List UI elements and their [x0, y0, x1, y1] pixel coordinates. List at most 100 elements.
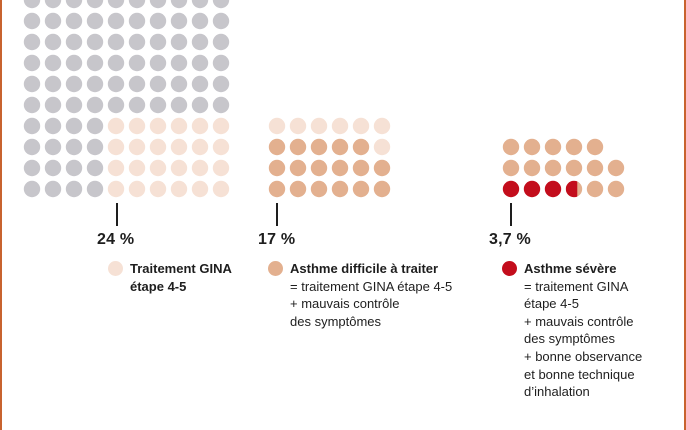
dot-gina45 — [128, 180, 146, 198]
legend-title-difficult: Asthme difficile à traiter — [290, 261, 439, 276]
dot-difficult — [565, 159, 583, 177]
dot-population — [23, 180, 41, 198]
dot-population — [86, 54, 104, 72]
dot-population — [212, 12, 230, 30]
dot-population — [149, 96, 167, 114]
dot-gina45 — [373, 138, 391, 156]
dot-population — [23, 159, 41, 177]
dot-gina45 — [170, 180, 188, 198]
dot-severe — [544, 180, 562, 198]
dot-population — [128, 75, 146, 93]
dot-population — [44, 54, 62, 72]
dot-difficult — [310, 138, 328, 156]
dot-gina45 — [170, 159, 188, 177]
dot-difficult — [352, 138, 370, 156]
dot-difficult — [289, 180, 307, 198]
dot-population — [44, 96, 62, 114]
dot-population — [191, 54, 209, 72]
dot-population — [107, 54, 125, 72]
dot-population — [86, 117, 104, 135]
dot-population — [23, 54, 41, 72]
legend-line: d’inhalation — [524, 384, 590, 400]
dot-gina45 — [128, 159, 146, 177]
legend-line: étape 4-5 — [524, 296, 579, 312]
dot-population — [86, 96, 104, 114]
dot-population — [86, 0, 104, 9]
dot-difficult — [268, 138, 286, 156]
dot-gina45 — [268, 117, 286, 135]
dot-population — [107, 75, 125, 93]
dot-population — [86, 159, 104, 177]
dot-difficult — [502, 159, 520, 177]
dot-population — [86, 33, 104, 51]
legend-title-severe: Asthme sévère — [524, 261, 617, 276]
dot-difficult — [331, 180, 349, 198]
dot-difficult — [289, 138, 307, 156]
dot-population — [170, 96, 188, 114]
dot-severe-partial — [565, 180, 578, 198]
dot-gina45 — [149, 138, 167, 156]
legend-key-gina45 — [108, 261, 123, 276]
dot-population — [212, 33, 230, 51]
dot-gina45 — [212, 138, 230, 156]
percent-label-gina45: 24 % — [97, 231, 135, 248]
dot-gina45 — [191, 159, 209, 177]
dot-gina45 — [191, 117, 209, 135]
dot-difficult — [607, 180, 625, 198]
dot-population — [44, 180, 62, 198]
dot-difficult — [352, 159, 370, 177]
dot-population — [128, 0, 146, 9]
dot-difficult — [544, 159, 562, 177]
percent-label-difficult: 17 % — [258, 231, 296, 248]
dot-severe — [502, 180, 520, 198]
dot-population — [23, 33, 41, 51]
dot-population — [191, 33, 209, 51]
dot-population — [170, 33, 188, 51]
dot-difficult — [331, 138, 349, 156]
dot-population — [128, 33, 146, 51]
legend-line: = traitement GINA — [524, 278, 629, 294]
dot-population — [44, 138, 62, 156]
dot-gina45 — [170, 138, 188, 156]
dot-gina45 — [212, 180, 230, 198]
frame-right-border — [684, 0, 686, 430]
dot-population — [65, 159, 83, 177]
legend-gina45: Traitement GINA étape 4-5 — [108, 260, 258, 295]
dot-population — [170, 54, 188, 72]
legend-line: + bonne observance — [524, 348, 643, 364]
dot-population — [44, 117, 62, 135]
dot-population — [191, 12, 209, 30]
dot-difficult — [268, 180, 286, 198]
legend-title-gina45: Traitement GINA étape 4-5 — [130, 261, 232, 294]
dot-population — [23, 12, 41, 30]
dot-gina45 — [107, 138, 125, 156]
dot-difficult — [310, 180, 328, 198]
dot-population — [149, 33, 167, 51]
dot-population — [23, 75, 41, 93]
dot-population — [65, 180, 83, 198]
dot-population — [212, 96, 230, 114]
dot-gina45 — [212, 117, 230, 135]
dot-difficult — [310, 159, 328, 177]
dot-difficult — [586, 138, 604, 156]
percent-label-severe: 3,7 % — [489, 231, 531, 248]
dot-difficult — [373, 180, 391, 198]
legend-difficult: Asthme difficile à traiter = traitement … — [268, 260, 478, 330]
dot-population — [65, 75, 83, 93]
dot-population — [191, 96, 209, 114]
dot-gina45 — [331, 117, 349, 135]
dot-gina45 — [212, 159, 230, 177]
dot-population — [149, 54, 167, 72]
dot-population — [44, 75, 62, 93]
dot-population — [212, 0, 230, 9]
dot-population — [65, 0, 83, 9]
dot-population — [128, 54, 146, 72]
legend-line: = traitement GINA étape 4-5 — [290, 278, 453, 294]
dot-population — [65, 117, 83, 135]
dot-population — [128, 12, 146, 30]
dot-population — [65, 12, 83, 30]
dot-gina45 — [352, 117, 370, 135]
dot-difficult — [373, 159, 391, 177]
dot-population — [65, 33, 83, 51]
